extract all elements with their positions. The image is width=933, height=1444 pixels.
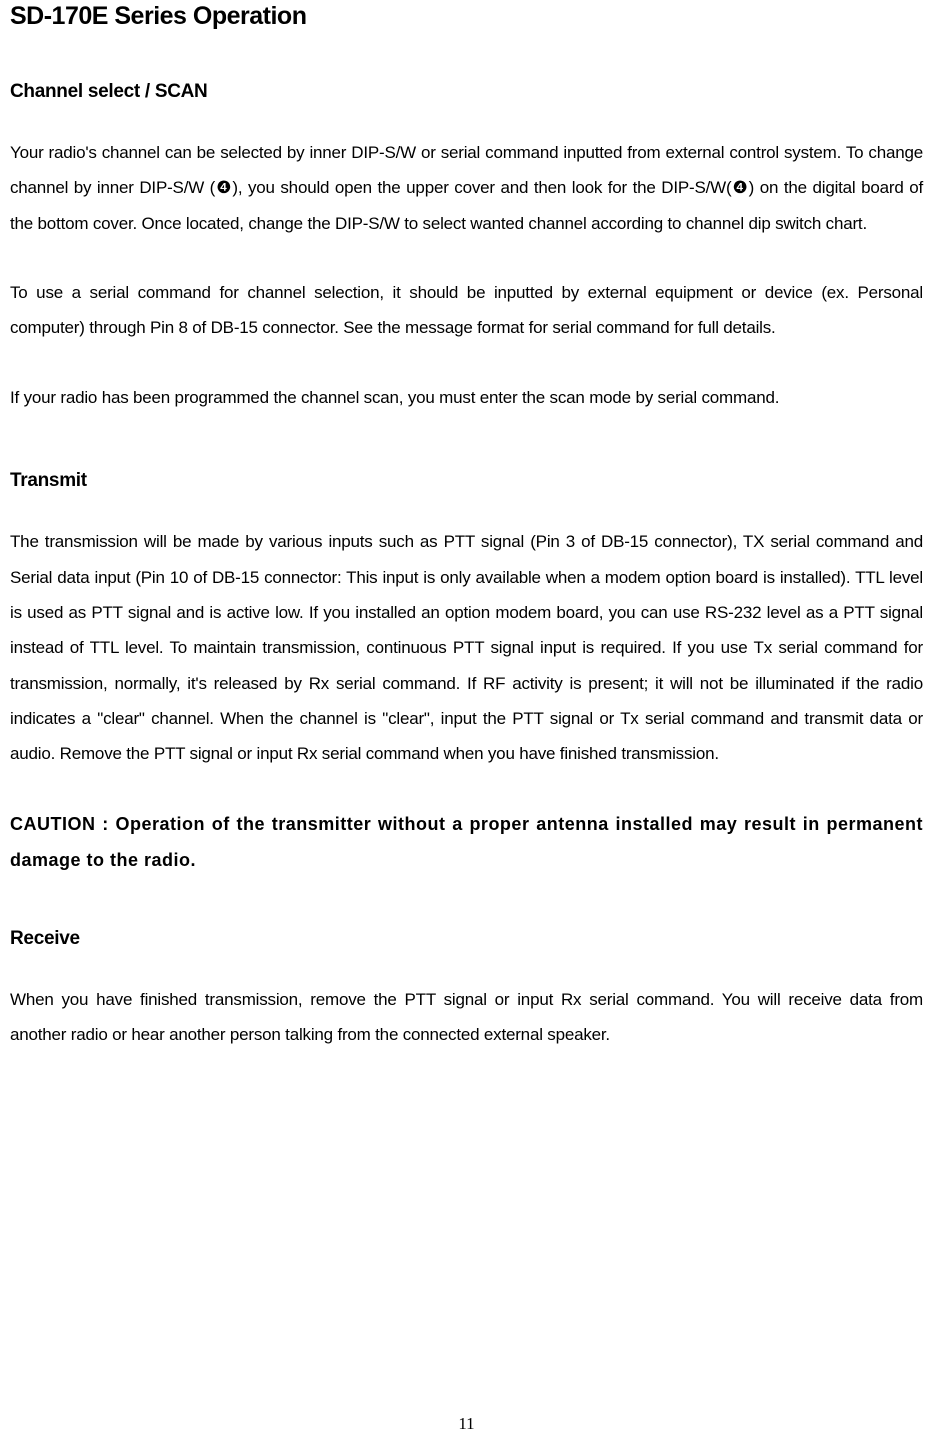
channel-select-para2: To use a serial command for channel sele…: [10, 275, 923, 346]
section-title-receive: Receive: [10, 928, 923, 950]
channel-select-para1: Your radio's channel can be selected by …: [10, 135, 923, 241]
transmit-para1: The transmission will be made by various…: [10, 524, 923, 772]
section-title-channel-select: Channel select / SCAN: [10, 81, 923, 103]
receive-para1: When you have finished transmission, rem…: [10, 982, 923, 1053]
main-title: SD-170E Series Operation: [10, 2, 923, 31]
section-title-transmit: Transmit: [10, 470, 923, 492]
transmit-caution: CAUTION : Operation of the transmitter w…: [10, 806, 923, 878]
channel-select-para3: If your radio has been programmed the ch…: [10, 380, 923, 415]
page-number: 11: [0, 1414, 933, 1434]
